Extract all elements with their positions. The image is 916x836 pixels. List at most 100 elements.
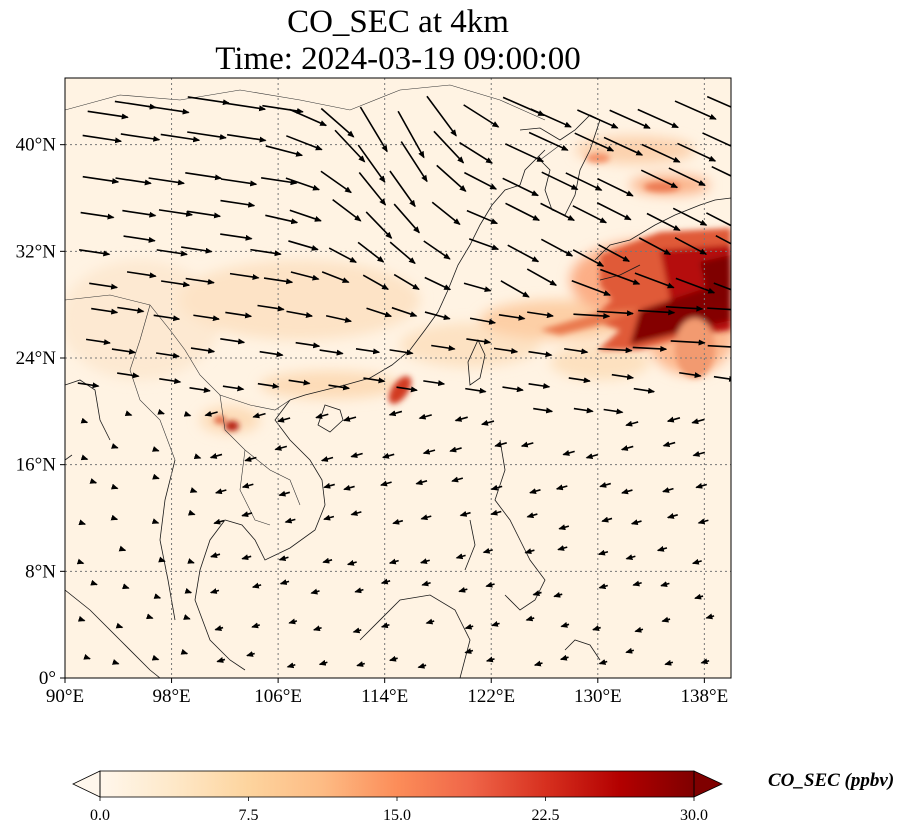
wind-arrow [389,349,414,356]
wind-arrow [343,484,355,491]
wind-arrow [577,109,619,129]
wind-arrow [79,249,111,257]
wind-arrow [528,131,569,151]
wind-arrow [359,106,388,153]
wind-arrow [454,416,468,422]
wind-arrow [89,282,119,290]
wind-arrow [638,237,672,256]
wind-arrow [598,347,633,354]
wind-arrow [185,172,223,181]
wind-arrow [553,591,563,598]
wind-arrow [257,304,285,312]
lon-tick-label: 90°E [46,686,84,707]
wind-arrow [525,615,535,622]
wind-arrow [485,656,495,663]
wind-arrow [633,387,656,394]
wind-arrow [466,338,492,345]
wind-arrow [464,648,474,654]
wind-arrow [620,445,634,451]
wind-arrow [706,212,731,227]
wind-arrow [214,488,227,495]
wind-arrow [675,277,716,294]
wind-arrow [220,233,253,241]
wind-arrow [261,177,298,186]
wind-arrow [424,276,452,291]
wind-arrow [115,177,152,186]
wind-arrow [695,482,708,489]
wind-arrow [436,164,467,192]
wind-arrow [160,133,201,143]
wind-arrow [153,593,162,599]
wind-arrow [505,202,540,221]
wind-arrow [692,450,705,457]
wind-arrow [241,554,252,561]
wind-arrow [482,547,493,554]
wind-arrow [632,580,642,587]
wind-arrow [265,214,299,225]
wind-arrow [528,382,551,389]
wind-arrow [157,408,165,415]
wind-arrow [187,558,195,564]
lat-tick-label: 40°N [16,135,57,156]
wind-arrow [502,177,539,197]
wind-arrow [530,108,572,128]
wind-arrow [498,314,526,321]
wind-arrow [625,647,635,654]
wind-arrow [662,487,674,493]
wind-arrow [355,347,381,355]
wind-arrow [540,202,575,222]
wind-arrow [507,244,540,263]
wind-arrow [464,171,498,190]
wind-arrow [322,557,333,564]
wind-arrow [117,372,140,379]
wind-arrow [465,387,487,394]
wind-arrow [320,170,352,194]
wind-arrow [122,209,157,218]
wind-arrow [502,386,524,393]
wind-arrow [224,102,267,112]
wind-arrow [463,104,500,128]
wind-arrow [148,105,190,115]
wind-arrow [220,178,258,187]
wind-arrow [490,484,503,491]
wind-arrow [290,271,320,281]
wind-vectors [76,95,731,669]
wind-arrow [420,514,432,521]
wind-arrow [451,476,464,483]
wind-arrow [601,516,613,523]
wind-arrow [520,441,534,448]
wind-arrow [190,347,216,354]
wind-arrow [122,583,130,590]
wind-arrow [366,307,393,318]
wind-arrow [186,210,222,219]
wind-arrow [573,407,594,414]
wind-arrow [694,593,704,600]
wind-arrow [193,314,220,322]
wind-arrow [358,171,387,206]
wind-arrow [469,317,497,325]
wind-arrow [83,653,91,660]
wind-arrow [572,249,605,267]
wind-arrow [279,579,290,585]
wind-arrow [123,235,156,243]
wind-arrow [532,590,542,596]
wind-arrow [285,177,320,191]
wind-arrow [490,509,502,516]
map-frame [64,77,732,679]
wind-arrow [598,659,608,665]
wind-arrow [665,305,704,312]
wind-arrow [565,172,603,191]
wind-arrow [286,310,314,318]
colorbar-tick-label: 22.5 [532,807,560,824]
lon-tick-label: 138°E [681,686,729,707]
wind-arrow [674,236,708,255]
wind-arrow [468,238,500,251]
wind-arrow [449,446,462,453]
lat-tick-label: 0° [39,668,56,689]
wind-arrow [156,249,188,257]
wind-arrow [323,482,335,489]
wind-arrow [187,509,196,516]
lon-tick-label: 130°E [574,686,622,707]
wind-arrow [346,559,357,566]
wind-arrow [526,512,538,519]
